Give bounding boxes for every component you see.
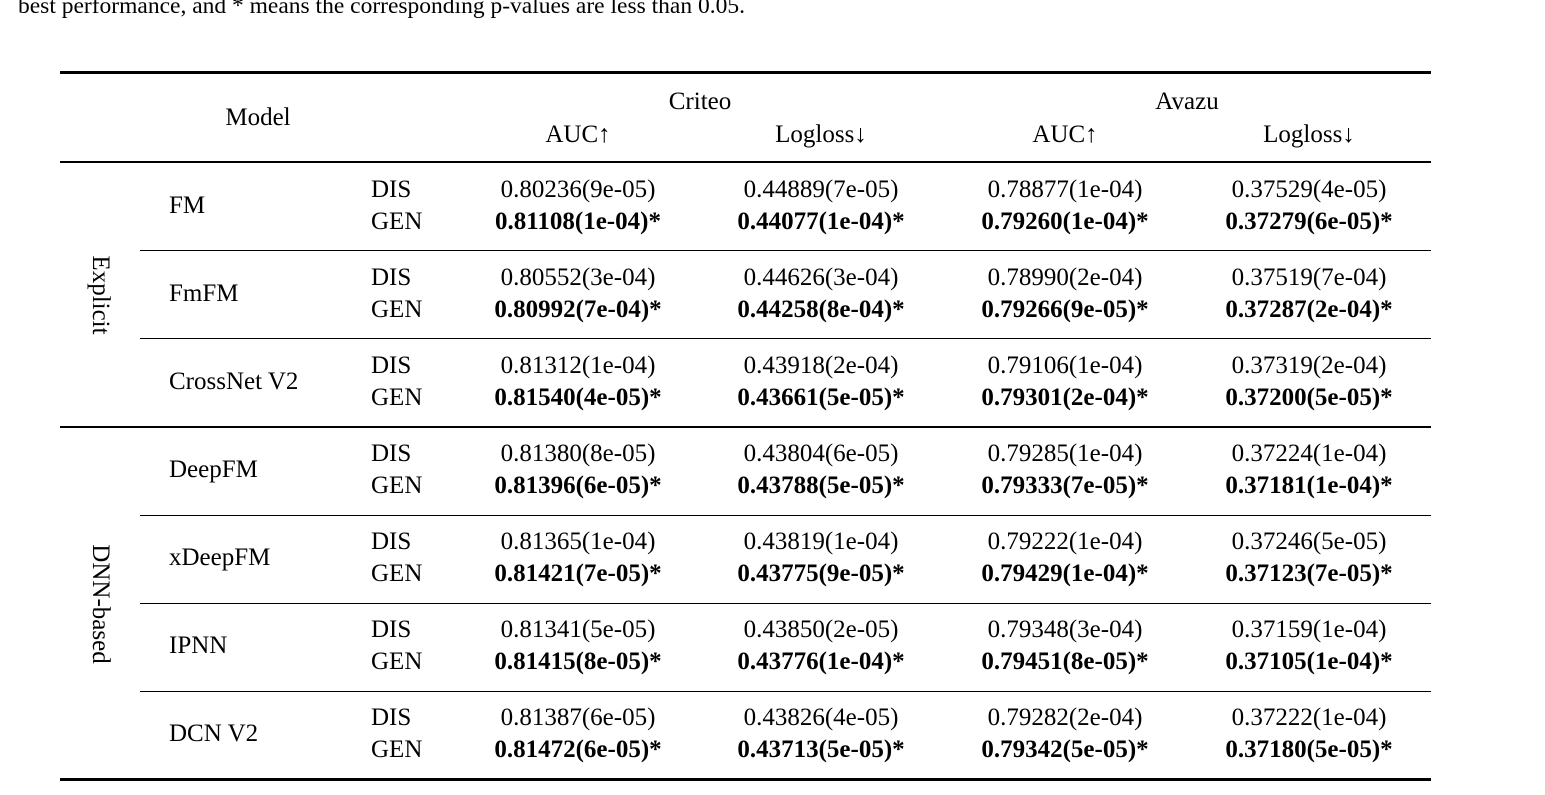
dis-value-cell: 0.79282(2e-04) (987, 704, 1143, 731)
gen-value-cell: 0.81472(6e-05)* (494, 736, 662, 763)
gen-value-cell: 0.79260(1e-04)* (981, 208, 1149, 235)
gen-value-cell: 0.79429(1e-04)* (981, 560, 1149, 587)
dis-value-cell: 0.43819(1e-04) (743, 528, 899, 555)
gen-value-cell: 0.79451(8e-05)* (981, 648, 1149, 675)
row-separator (140, 338, 1431, 340)
model-name: FmFM (169, 280, 239, 307)
bottom-rule (60, 778, 1431, 781)
dis-label: DIS (371, 704, 412, 731)
header-criteo-auc: AUC↑ (545, 121, 611, 148)
gen-label: GEN (371, 736, 423, 763)
header-model: Model (225, 104, 291, 131)
header-criteo-logloss: Logloss↓ (775, 121, 867, 148)
gen-value-cell: 0.81415(8e-05)* (494, 648, 662, 675)
dis-label: DIS (371, 616, 412, 643)
gen-value-cell: 0.37287(2e-04)* (1225, 296, 1393, 323)
gen-label: GEN (371, 472, 423, 499)
gen-label: GEN (371, 648, 423, 675)
gen-value-cell: 0.79333(7e-05)* (981, 472, 1149, 499)
gen-value-cell: 0.37200(5e-05)* (1225, 384, 1393, 411)
table-caption: best performance, and * means the corres… (18, 0, 745, 19)
gen-label: GEN (371, 208, 423, 235)
row-separator (140, 603, 1431, 605)
dis-value-cell: 0.37519(7e-04) (1231, 264, 1387, 291)
row-separator (140, 250, 1431, 252)
gen-value-cell: 0.37123(7e-05)* (1225, 560, 1393, 587)
dis-value-cell: 0.43826(4e-05) (743, 704, 899, 731)
gen-value-cell: 0.43788(5e-05)* (737, 472, 905, 499)
gen-value-cell: 0.81540(4e-05)* (494, 384, 662, 411)
group-rule (60, 426, 1431, 428)
dis-value-cell: 0.44889(7e-05) (743, 176, 899, 203)
dis-label: DIS (371, 440, 412, 467)
model-name: FM (169, 192, 206, 219)
gen-value-cell: 0.43776(1e-04)* (737, 648, 905, 675)
group-label-explicit: Explicit (87, 255, 114, 335)
row-separator (140, 515, 1431, 517)
gen-value-cell: 0.79301(2e-04)* (981, 384, 1149, 411)
gen-value-cell: 0.37279(6e-05)* (1225, 208, 1393, 235)
dis-value-cell: 0.79285(1e-04) (987, 440, 1143, 467)
gen-label: GEN (371, 384, 423, 411)
dis-value-cell: 0.81312(1e-04) (500, 352, 656, 379)
gen-value-cell: 0.80992(7e-04)* (494, 296, 662, 323)
dis-value-cell: 0.37246(5e-05) (1231, 528, 1387, 555)
gen-value-cell: 0.43775(9e-05)* (737, 560, 905, 587)
gen-value-cell: 0.44258(8e-04)* (737, 296, 905, 323)
header-avazu-auc: AUC↑ (1032, 121, 1098, 148)
dis-value-cell: 0.37159(1e-04) (1231, 616, 1387, 643)
dis-value-cell: 0.43804(6e-05) (743, 440, 899, 467)
dis-value-cell: 0.37319(2e-04) (1231, 352, 1387, 379)
dis-value-cell: 0.37529(4e-05) (1231, 176, 1387, 203)
model-name: xDeepFM (169, 544, 271, 571)
dis-label: DIS (371, 176, 412, 203)
dis-value-cell: 0.37224(1e-04) (1231, 440, 1387, 467)
dis-value-cell: 0.79222(1e-04) (987, 528, 1143, 555)
dis-value-cell: 0.79348(3e-04) (987, 616, 1143, 643)
dis-label: DIS (371, 264, 412, 291)
dis-value-cell: 0.81387(6e-05) (500, 704, 656, 731)
gen-label: GEN (371, 296, 423, 323)
dis-label: DIS (371, 352, 412, 379)
gen-value-cell: 0.44077(1e-04)* (737, 208, 905, 235)
dis-value-cell: 0.80236(9e-05) (500, 176, 656, 203)
top-rule (60, 71, 1431, 74)
group-label-dnn-based: DNN-based (87, 544, 114, 664)
dis-value-cell: 0.81380(8e-05) (500, 440, 656, 467)
gen-value-cell: 0.79266(9e-05)* (981, 296, 1149, 323)
gen-value-cell: 0.43661(5e-05)* (737, 384, 905, 411)
model-name: CrossNet V2 (169, 368, 299, 395)
dis-label: DIS (371, 528, 412, 555)
dis-value-cell: 0.43850(2e-05) (743, 616, 899, 643)
dis-value-cell: 0.81365(1e-04) (500, 528, 656, 555)
dis-value-cell: 0.81341(5e-05) (500, 616, 656, 643)
row-separator (140, 691, 1431, 693)
gen-value-cell: 0.37181(1e-04)* (1225, 472, 1393, 499)
dis-value-cell: 0.79106(1e-04) (987, 352, 1143, 379)
model-name: IPNN (169, 632, 228, 659)
dis-value-cell: 0.78877(1e-04) (987, 176, 1143, 203)
gen-value-cell: 0.37180(5e-05)* (1225, 736, 1393, 763)
dis-value-cell: 0.44626(3e-04) (743, 264, 899, 291)
gen-value-cell: 0.37105(1e-04)* (1225, 648, 1393, 675)
gen-value-cell: 0.81396(6e-05)* (494, 472, 662, 499)
dis-value-cell: 0.43918(2e-04) (743, 352, 899, 379)
header-dataset-criteo: Criteo (668, 88, 732, 115)
gen-value-cell: 0.79342(5e-05)* (981, 736, 1149, 763)
dis-value-cell: 0.80552(3e-04) (500, 264, 656, 291)
model-name: DCN V2 (169, 720, 259, 747)
header-avazu-logloss: Logloss↓ (1263, 121, 1355, 148)
dis-value-cell: 0.78990(2e-04) (987, 264, 1143, 291)
header-dataset-avazu: Avazu (1155, 88, 1219, 115)
gen-value-cell: 0.81421(7e-05)* (494, 560, 662, 587)
gen-label: GEN (371, 560, 423, 587)
gen-value-cell: 0.81108(1e-04)* (495, 208, 661, 235)
header-rule (60, 161, 1431, 163)
gen-value-cell: 0.43713(5e-05)* (737, 736, 905, 763)
model-name: DeepFM (169, 456, 258, 483)
dis-value-cell: 0.37222(1e-04) (1231, 704, 1387, 731)
